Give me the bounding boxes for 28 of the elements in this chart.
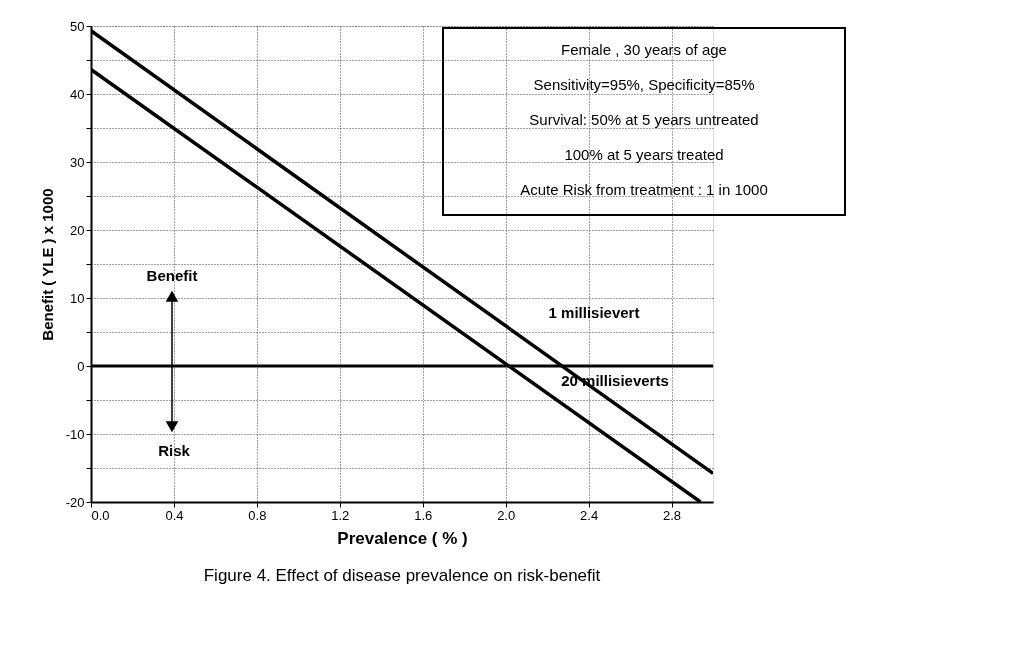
x-tick-label: 2.0 <box>497 507 516 523</box>
annotation: Risk <box>158 442 191 459</box>
x-tick-label: 0.4 <box>165 507 184 523</box>
annotation: Benefit <box>146 267 198 284</box>
annotation: Sensitivity=95%, Specificity=85% <box>533 76 755 93</box>
x-tick-label: 0.8 <box>248 507 267 523</box>
x-tick-label: 2.4 <box>580 507 599 523</box>
y-tick-label: -20 <box>65 494 85 510</box>
annotation: Survival: 50% at 5 years untreated <box>529 111 759 128</box>
x-axis-title: Prevalence ( % ) <box>337 528 468 548</box>
annotation: 1 millisievert <box>548 304 640 321</box>
y-tick-label: 0 <box>77 358 85 374</box>
y-tick-label: 50 <box>70 18 85 34</box>
annotation: 100% at 5 years treated <box>564 146 724 163</box>
y-tick-label: 30 <box>70 154 85 170</box>
annotation: Acute Risk from treatment : 1 in 1000 <box>520 181 768 198</box>
y-axis-title: Benefit ( YLE ) x 1000 <box>38 188 56 341</box>
x-tick-label: 2.8 <box>662 507 682 523</box>
annotation: Female , 30 years of age <box>561 41 727 58</box>
y-tick-label: 10 <box>70 290 85 306</box>
caption: Figure 4. Effect of disease prevalence on risk-benefit <box>203 566 601 585</box>
annotation: 20 millisieverts <box>561 372 669 389</box>
x-tick-label: 0.0 <box>91 507 110 523</box>
x-tick-label: 1.6 <box>414 507 433 523</box>
x-tick-label: 1.2 <box>331 507 350 523</box>
y-tick-label: 20 <box>70 222 85 238</box>
y-tick-label: -10 <box>65 426 85 442</box>
y-tick-label: 40 <box>70 86 85 102</box>
